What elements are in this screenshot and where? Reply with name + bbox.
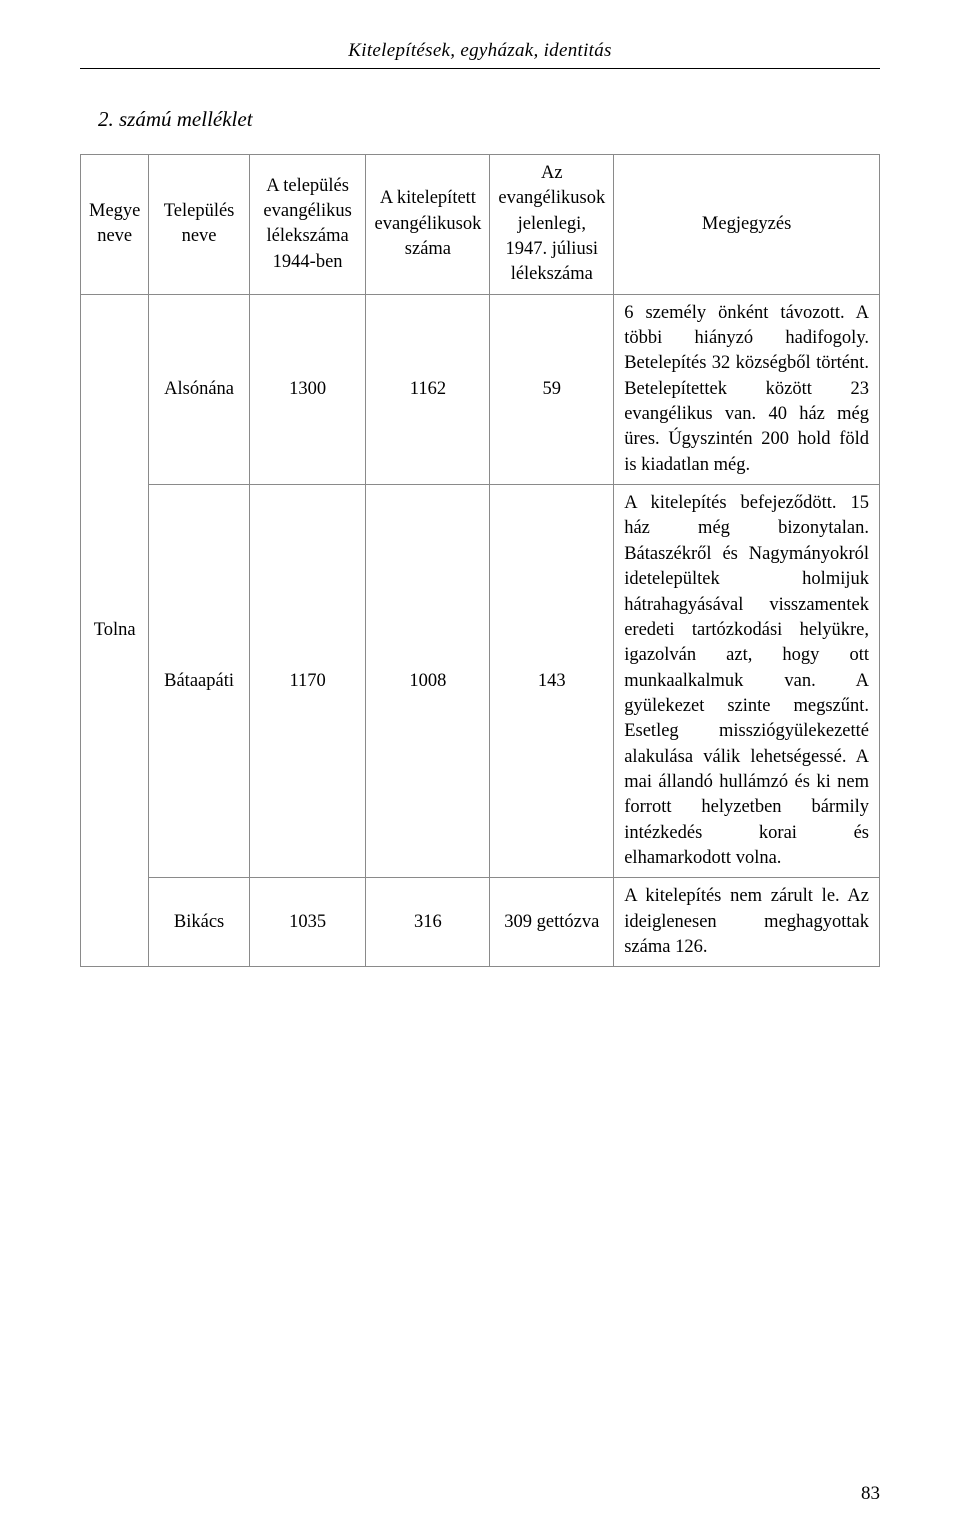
col-header-deported: A kitelepített evangélikusok száma <box>366 155 490 295</box>
table-header-row: Megye neve Település neve A település ev… <box>81 155 880 295</box>
cell-settlement: Bikács <box>149 878 249 967</box>
page-number: 83 <box>861 1483 880 1505</box>
header-rule <box>80 68 880 69</box>
cell-pop1944: 1035 <box>249 878 366 967</box>
cell-note: 6 személy önként távozott. A többi hiány… <box>614 294 880 484</box>
table-row: Bátaapáti 1170 1008 143 A kitelepítés be… <box>81 485 880 878</box>
section-subtitle: 2. számú melléklet <box>98 107 880 132</box>
col-header-settlement: Település neve <box>149 155 249 295</box>
table-row: Bikács 1035 316 309 gettózva A kitelepít… <box>81 878 880 967</box>
cell-pop1947: 143 <box>490 485 614 878</box>
cell-pop1944: 1300 <box>249 294 366 484</box>
cell-deported: 1008 <box>366 485 490 878</box>
running-header: Kitelepítések, egyházak, identitás <box>80 40 880 62</box>
col-header-county: Megye neve <box>81 155 149 295</box>
data-table: Megye neve Település neve A település ev… <box>80 154 880 967</box>
cell-note: A kitelepítés befejeződött. 15 ház még b… <box>614 485 880 878</box>
cell-settlement: Bátaapáti <box>149 485 249 878</box>
cell-pop1947: 59 <box>490 294 614 484</box>
col-header-pop1947: Az evangélikusok jelenlegi, 1947. július… <box>490 155 614 295</box>
cell-settlement: Alsónána <box>149 294 249 484</box>
cell-pop1947: 309 gettózva <box>490 878 614 967</box>
table-row: Tolna Alsónána 1300 1162 59 6 személy ön… <box>81 294 880 484</box>
cell-deported: 316 <box>366 878 490 967</box>
cell-county: Tolna <box>81 294 149 967</box>
cell-note: A kitelepítés nem zárult le. Az ideiglen… <box>614 878 880 967</box>
col-header-pop1944: A település evangélikus lélekszáma 1944-… <box>249 155 366 295</box>
cell-pop1944: 1170 <box>249 485 366 878</box>
cell-deported: 1162 <box>366 294 490 484</box>
col-header-note: Megjegyzés <box>614 155 880 295</box>
